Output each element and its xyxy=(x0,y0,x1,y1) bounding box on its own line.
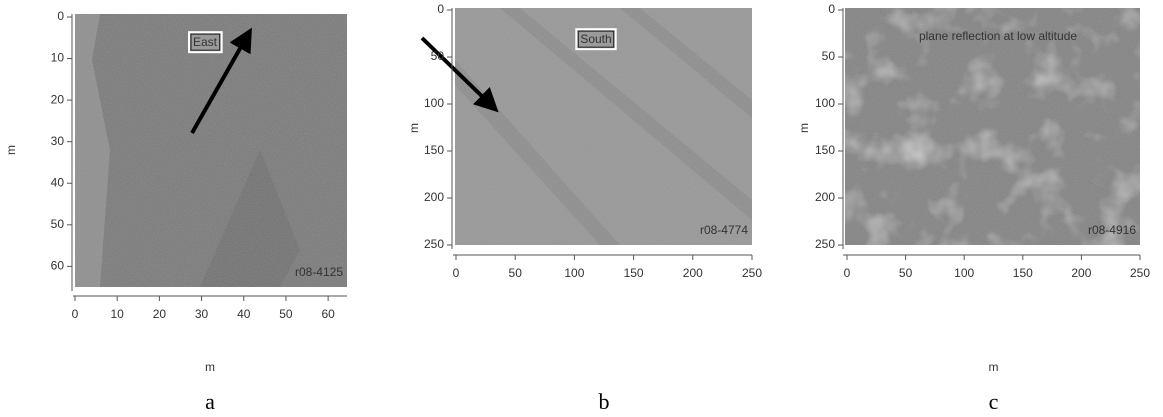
y-tick-label: 200 xyxy=(424,190,444,204)
y-tick-label: 60 xyxy=(51,259,65,273)
x-axis-label: m xyxy=(205,360,215,374)
image-id: r08-4125 xyxy=(295,265,343,279)
image-id: r08-4774 xyxy=(700,223,748,237)
x-tick-label: 50 xyxy=(279,307,293,321)
x-tick-label: 250 xyxy=(1130,266,1150,280)
x-tick-label: 20 xyxy=(153,307,167,321)
caption: a xyxy=(205,389,215,414)
annotation: South xyxy=(580,32,611,46)
x-tick-label: 50 xyxy=(509,266,523,280)
x-tick-label: 150 xyxy=(624,266,644,280)
x-tick-label: 200 xyxy=(1071,266,1091,280)
x-tick-label: 10 xyxy=(111,307,125,321)
y-tick-label: 250 xyxy=(815,237,835,251)
x-tick-label: 100 xyxy=(954,266,974,280)
y-axis-label: m xyxy=(407,123,421,133)
x-axis-label: m xyxy=(989,360,999,374)
annotation-box-inner xyxy=(190,33,221,51)
annotation-box xyxy=(187,31,223,54)
x-tick-label: 200 xyxy=(683,266,703,280)
arrow xyxy=(190,27,252,134)
y-tick-label: 200 xyxy=(815,190,835,204)
x-tick-label: 30 xyxy=(195,307,209,321)
x-tick-label: 50 xyxy=(899,266,913,280)
arrow xyxy=(420,36,499,113)
y-tick-label: 30 xyxy=(51,134,65,148)
caption: c xyxy=(989,389,999,414)
y-tick-label: 20 xyxy=(51,92,65,106)
x-tick-label: 40 xyxy=(237,307,251,321)
x-tick-label: 0 xyxy=(844,266,851,280)
y-tick-label: 100 xyxy=(815,96,835,110)
y-tick-label: 40 xyxy=(51,175,65,189)
x-tick-label: 0 xyxy=(72,307,79,321)
annotation: East xyxy=(193,35,218,49)
x-tick-label: 0 xyxy=(453,266,460,280)
x-tick-label: 250 xyxy=(742,266,762,280)
y-tick-label: 0 xyxy=(828,2,835,16)
y-axis-label: m xyxy=(797,123,811,133)
annotation: plane reflection at low altitude xyxy=(919,29,1077,43)
y-tick-label: 0 xyxy=(57,9,64,23)
y-tick-label: 100 xyxy=(424,96,444,110)
y-tick-label: 150 xyxy=(424,143,444,157)
y-axis-label: m xyxy=(4,145,18,155)
image-c xyxy=(845,8,1140,245)
caption: b xyxy=(599,389,610,414)
y-tick-label: 10 xyxy=(51,51,65,65)
image-a xyxy=(75,14,347,287)
y-tick-label: 50 xyxy=(431,49,445,63)
x-tick-label: 150 xyxy=(1013,266,1033,280)
y-tick-label: 0 xyxy=(437,2,444,16)
x-tick-label: 60 xyxy=(321,307,335,321)
x-tick-label: 100 xyxy=(564,266,584,280)
y-tick-label: 50 xyxy=(51,217,65,231)
annotation-box-inner xyxy=(577,30,615,48)
y-tick-label: 50 xyxy=(822,49,836,63)
y-tick-label: 150 xyxy=(815,143,835,157)
image-id: r08-4916 xyxy=(1088,223,1136,237)
y-tick-label: 250 xyxy=(424,237,444,251)
annotation-box xyxy=(575,28,617,51)
